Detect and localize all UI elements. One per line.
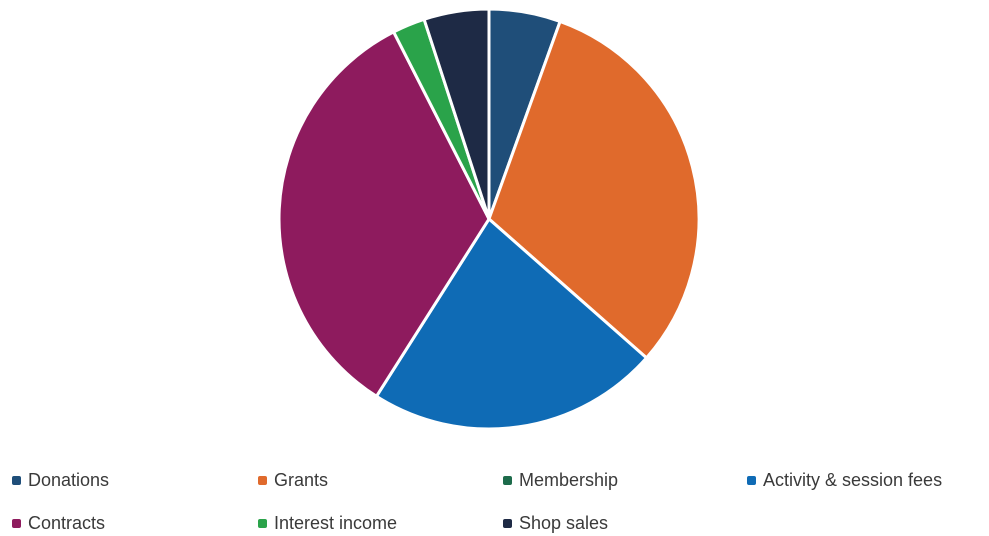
legend-item-contracts: Contracts bbox=[12, 511, 105, 535]
legend-swatch bbox=[747, 475, 756, 485]
legend-label: Interest income bbox=[274, 512, 398, 533]
legend-label: Contracts bbox=[28, 512, 106, 533]
legend-label: Activity & session fees bbox=[763, 469, 943, 490]
pie-plot-area bbox=[277, 7, 701, 431]
legend-item-donations: Donations bbox=[12, 468, 109, 492]
pie-slice-shop-sales bbox=[422, 7, 491, 221]
pie-slice-activity-session-fees bbox=[374, 217, 649, 431]
pie-slice-contracts bbox=[277, 30, 491, 398]
legend-item-activity-session-fees: Activity & session fees bbox=[747, 468, 942, 492]
legend-label: Shop sales bbox=[519, 512, 609, 533]
chart-legend: Donations Grants Membership Activity & s… bbox=[0, 462, 989, 536]
legend-swatch bbox=[258, 518, 267, 528]
legend-item-grants: Grants bbox=[258, 468, 328, 492]
legend-swatch bbox=[503, 475, 512, 485]
legend-label: Membership bbox=[519, 469, 619, 490]
legend-swatch bbox=[503, 518, 512, 528]
legend-item-shop-sales: Shop sales bbox=[503, 511, 608, 535]
legend-item-interest-income: Interest income bbox=[258, 511, 397, 535]
legend-swatch bbox=[12, 518, 21, 528]
legend-swatch bbox=[258, 475, 267, 485]
legend-label: Grants bbox=[274, 469, 329, 490]
legend-swatch bbox=[12, 475, 21, 485]
legend-item-membership: Membership bbox=[503, 468, 618, 492]
legend-label: Donations bbox=[28, 469, 110, 490]
pie-slice-grants bbox=[487, 19, 701, 360]
